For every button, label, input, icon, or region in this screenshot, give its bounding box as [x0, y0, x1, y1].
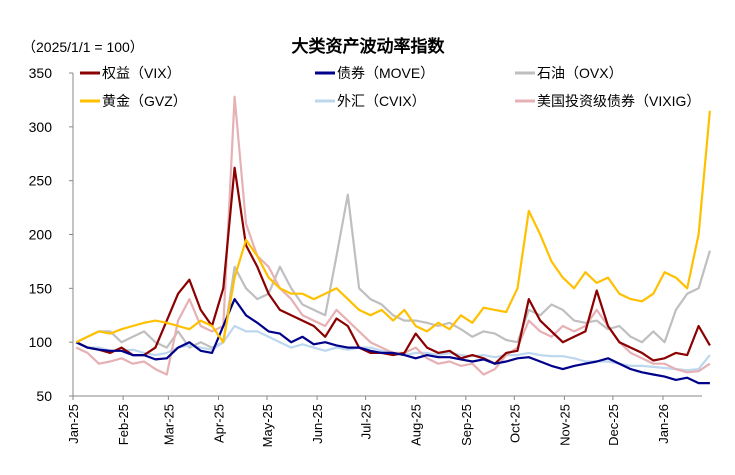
legend-label: 权益（VIX） [102, 65, 181, 81]
legend-label: 美国投资级债券（VIXIG） [537, 93, 700, 109]
y-tick-label: 100 [29, 334, 53, 350]
legend-label: 债券（MOVE） [337, 65, 434, 81]
x-tick-label: Mar-25 [161, 404, 176, 445]
series-lines [75, 95, 711, 385]
x-tick-label: Jan-25 [66, 404, 81, 444]
x-tick-label: Nov-25 [557, 404, 572, 446]
chart-subtitle: （2025/1/1 = 100） [22, 39, 144, 55]
y-tick-label: 350 [29, 65, 53, 81]
series-line [75, 110, 711, 344]
x-tick-label: May-25 [260, 404, 275, 447]
y-tick-label: 300 [29, 119, 53, 135]
x-tick-label: Jan-26 [656, 404, 671, 444]
x-tick-label: Apr-25 [211, 404, 226, 443]
x-tick-label: Dec-25 [606, 404, 621, 446]
x-tick-label: Sep-25 [459, 404, 474, 446]
series-line [75, 298, 710, 385]
y-tick-label: 200 [29, 227, 53, 243]
legend-label: 外汇（CVIX） [337, 93, 426, 109]
legend: 权益（VIX） 债券（MOVE） 石油（OVX） 黄金（GVZ） 外汇（CVIX） 美国投… [80, 65, 700, 109]
series-line [75, 95, 711, 376]
x-tick-label: Aug-25 [409, 404, 424, 446]
legend-label: 石油（OVX） [537, 65, 623, 81]
series-line [75, 166, 711, 365]
y-tick-label: 250 [29, 173, 53, 189]
axes: 50 100 150 200 250 300 350 Jan-25 Feb-25 Mar-25 Ap… [29, 65, 702, 447]
x-tick-label: Jun-25 [310, 404, 325, 444]
x-tick-label: Feb-25 [116, 404, 131, 445]
legend-label: 黄金（GVZ） [102, 93, 187, 109]
y-tick-label: 150 [29, 280, 53, 296]
series-line [75, 193, 711, 349]
x-tick-label: Oct-25 [507, 404, 522, 443]
y-tick-label: 50 [36, 388, 52, 404]
chart-title: 大类资产波动率指数 [292, 36, 446, 56]
x-tick-label: Jul-25 [359, 404, 374, 439]
